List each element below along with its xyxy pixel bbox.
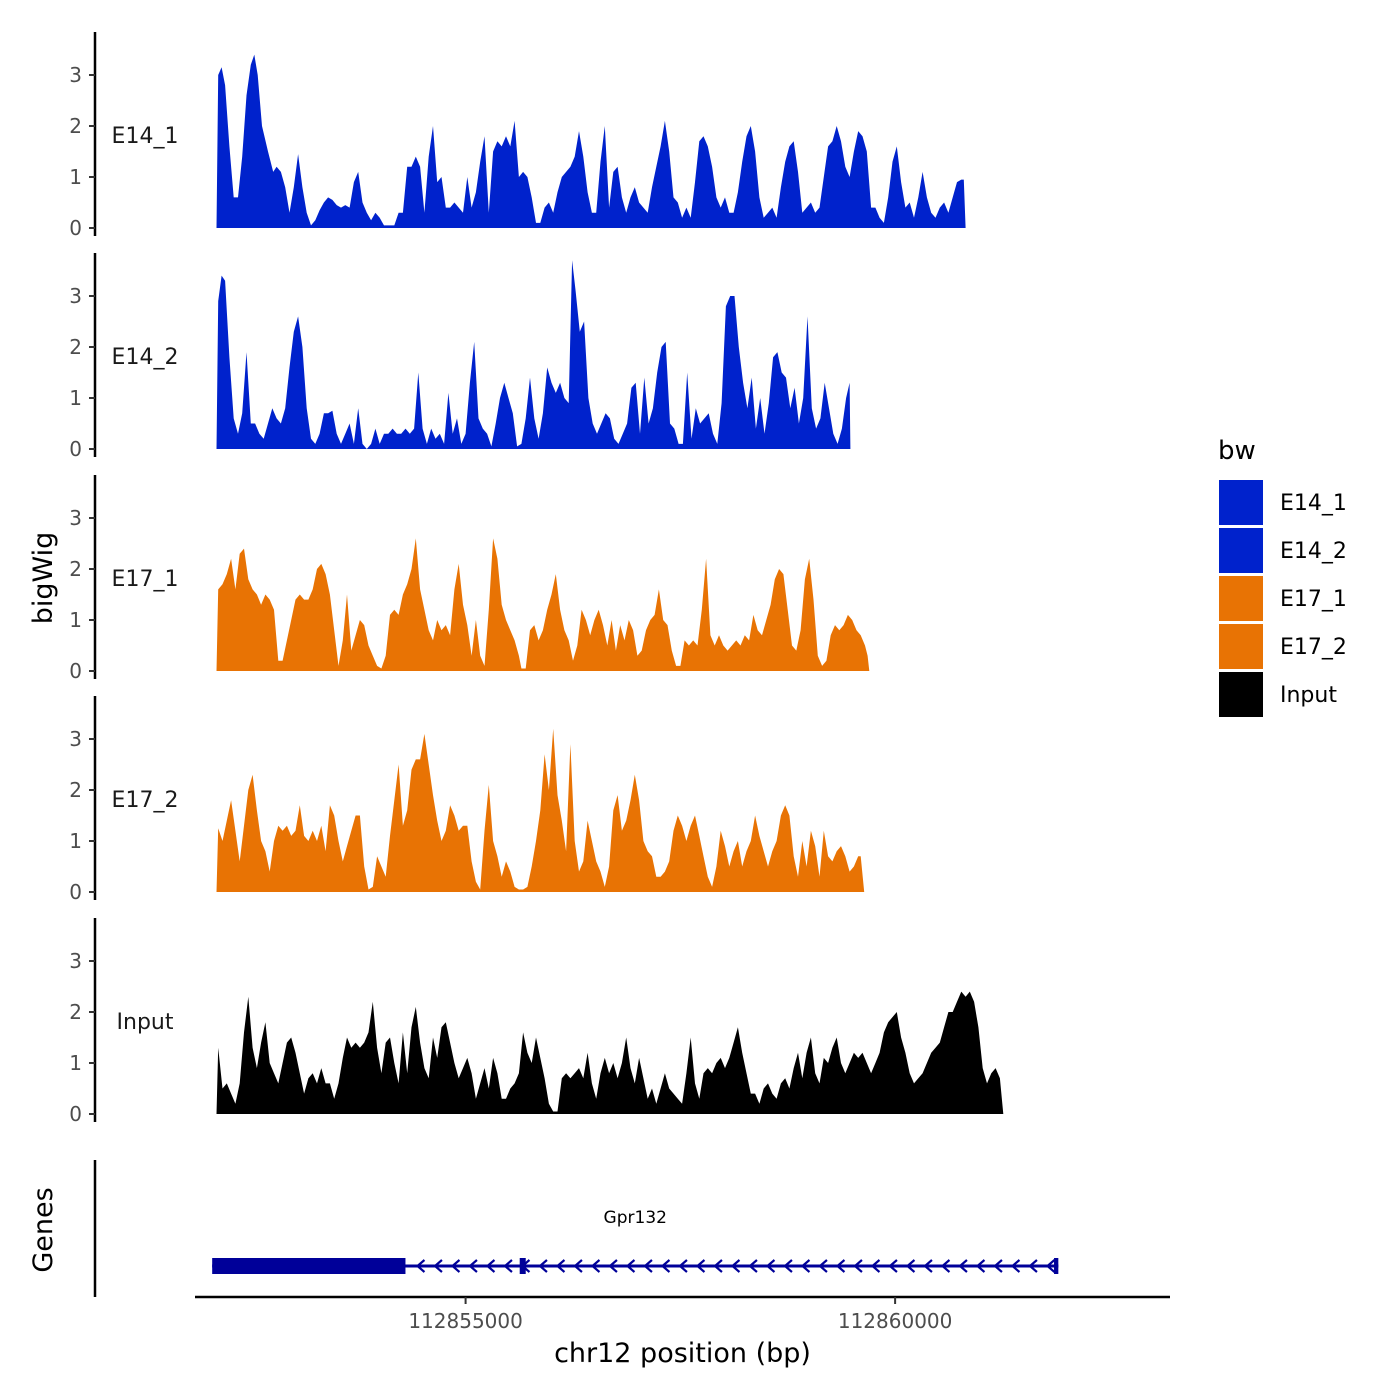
- y-tick-label: 0: [69, 216, 82, 240]
- y-tick-label: 3: [69, 949, 82, 973]
- strand-arrow-icon: [1028, 1259, 1038, 1273]
- x-tick-label: 112860000: [838, 1309, 953, 1333]
- y-tick-label: 3: [69, 506, 82, 530]
- strand-arrow-icon: [433, 1259, 443, 1273]
- strand-arrow-icon: [800, 1259, 811, 1273]
- x-tick-label: 112855000: [408, 1309, 523, 1333]
- y-tick-label: 0: [69, 880, 82, 904]
- x-axis-title: chr12 position (bp): [554, 1338, 811, 1369]
- strand-arrow-icon: [1010, 1259, 1021, 1273]
- strand-arrow-icon: [538, 1259, 548, 1273]
- strand-arrow-icon: [940, 1259, 951, 1273]
- gene-name-label: Gpr132: [604, 1208, 667, 1228]
- track-label: E17_2: [112, 788, 179, 813]
- strand-arrow-icon: [643, 1259, 653, 1273]
- strand-arrow-icon: [958, 1259, 968, 1273]
- strand-arrow-icon: [905, 1259, 916, 1273]
- gene-exon: [1054, 1258, 1059, 1274]
- strand-arrow-icon: [870, 1259, 881, 1273]
- y-tick-label: 3: [69, 284, 82, 308]
- legend-label: Input: [1280, 683, 1337, 708]
- track-label: E14_2: [112, 345, 179, 370]
- strand-arrow-icon: [468, 1259, 478, 1273]
- y-tick-label: 2: [69, 335, 82, 359]
- tracks-layer: 0 1 2 3 E14_1 0 1 2 3 E14_2 0 1 2 3 E17_1 0 1 2 3 E17_2 0 1 2 3…: [69, 32, 1004, 1126]
- y-tick-label: 0: [69, 659, 82, 683]
- legend-swatch: [1219, 624, 1263, 669]
- strand-arrow-icon: [783, 1259, 793, 1273]
- coverage-area: [216, 991, 1004, 1114]
- strand-arrow-icon: [695, 1259, 706, 1273]
- strand-arrow-icon: [888, 1259, 898, 1273]
- track-label: E17_1: [112, 567, 179, 592]
- y-tick-label: 2: [69, 114, 82, 138]
- strand-arrow-icon: [748, 1259, 758, 1273]
- strand-arrow-icon: [835, 1259, 846, 1273]
- strand-arrow-icon: [503, 1259, 513, 1273]
- track-label: Input: [117, 1010, 174, 1035]
- legend-label: E14_2: [1280, 539, 1347, 564]
- y-tick-label: 2: [69, 1000, 82, 1024]
- genes-panel: Genes Gpr132: [28, 1160, 1059, 1297]
- gene-exon: [212, 1258, 406, 1274]
- track-panel-input: 0 1 2 3 Input: [69, 918, 1004, 1126]
- y-tick-label: 1: [69, 829, 82, 853]
- y-tick-label: 0: [69, 437, 82, 461]
- legend-swatch: [1219, 480, 1263, 525]
- coverage-area: [216, 728, 865, 892]
- strand-arrow-icon: [975, 1259, 986, 1273]
- y-axis-title: bigWig: [28, 532, 59, 625]
- strand-arrow-icon: [923, 1259, 933, 1273]
- strand-arrow-icon: [993, 1259, 1003, 1273]
- track-panel-e14-2: 0 1 2 3 E14_2: [69, 253, 851, 461]
- y-tick-label: 1: [69, 165, 82, 189]
- strand-arrow-icon: [1045, 1259, 1056, 1273]
- strand-arrow-icon: [485, 1259, 496, 1273]
- strand-arrow-icon: [730, 1259, 741, 1273]
- strand-arrow-icon: [415, 1259, 426, 1273]
- genes-axis-title: Genes: [28, 1187, 59, 1272]
- y-tick-label: 3: [69, 727, 82, 751]
- legend-title: bw: [1218, 436, 1256, 466]
- y-tick-label: 2: [69, 778, 82, 802]
- strand-arrow-icon: [713, 1259, 723, 1273]
- strand-arrow-icon: [573, 1259, 583, 1273]
- legend-swatch: [1219, 576, 1263, 621]
- track-label: E14_1: [112, 124, 179, 149]
- strand-arrow-icon: [625, 1259, 636, 1273]
- strand-arrow-icon: [678, 1259, 688, 1273]
- strand-arrow-icon: [853, 1259, 863, 1273]
- y-tick-label: 1: [69, 608, 82, 632]
- strand-arrow-icon: [818, 1259, 828, 1273]
- track-panel-e17-1: 0 1 2 3 E17_1: [69, 475, 870, 683]
- strand-arrow-icon: [555, 1259, 566, 1273]
- coverage-area: [216, 538, 870, 671]
- y-tick-label: 1: [69, 1051, 82, 1075]
- y-tick-label: 3: [69, 63, 82, 87]
- legend-swatch: [1219, 672, 1263, 717]
- coverage-area: [216, 260, 851, 449]
- legend: bw E14_1 E14_2 E17_1 E17_2 Input: [1218, 436, 1347, 717]
- track-panel-e14-1: 0 1 2 3 E14_1: [69, 32, 966, 240]
- strand-arrow-icon: [450, 1259, 461, 1273]
- y-tick-label: 1: [69, 386, 82, 410]
- track-panel-e17-2: 0 1 2 3 E17_2: [69, 696, 865, 904]
- strand-arrow-icon: [590, 1259, 601, 1273]
- x-axis: chr12 position (bp) 112855000 112860000: [195, 1295, 1170, 1369]
- strand-arrow-icon: [765, 1259, 776, 1273]
- strand-arrow-icon: [608, 1259, 618, 1273]
- y-tick-label: 0: [69, 1102, 82, 1126]
- strand-arrow-icon: [660, 1259, 671, 1273]
- coverage-area: [216, 54, 966, 228]
- legend-swatch: [1219, 528, 1263, 573]
- legend-label: E14_1: [1280, 491, 1347, 516]
- y-tick-label: 2: [69, 557, 82, 581]
- legend-label: E17_1: [1280, 587, 1347, 612]
- gene-exon: [519, 1258, 526, 1274]
- legend-label: E17_2: [1280, 635, 1347, 660]
